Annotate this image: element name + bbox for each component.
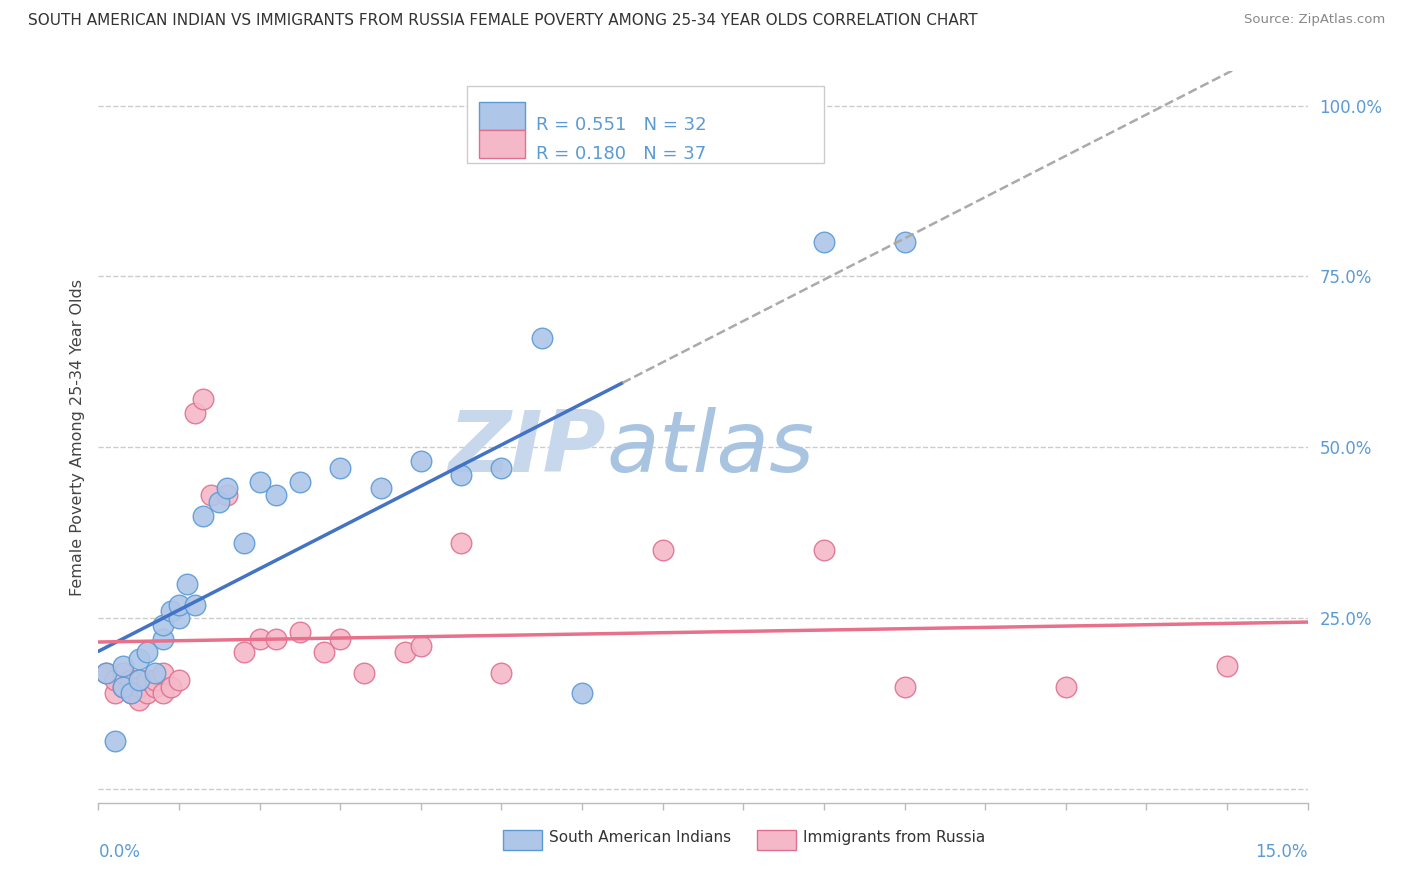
Point — [491, 665, 513, 680]
Point — [314, 645, 336, 659]
Point — [288, 624, 311, 639]
Point — [571, 686, 593, 700]
Text: Immigrants from Russia: Immigrants from Russia — [803, 830, 986, 846]
Point — [329, 632, 352, 646]
Bar — [479, 130, 526, 158]
Bar — [479, 102, 526, 130]
Point — [450, 467, 472, 482]
Point — [232, 645, 254, 659]
Point — [1054, 680, 1077, 694]
Point — [135, 686, 157, 700]
Text: SOUTH AMERICAN INDIAN VS IMMIGRANTS FROM RUSSIA FEMALE POVERTY AMONG 25-34 YEAR : SOUTH AMERICAN INDIAN VS IMMIGRANTS FROM… — [28, 13, 977, 29]
Point — [160, 604, 183, 618]
Point — [530, 331, 553, 345]
Point — [193, 392, 215, 407]
Text: R = 0.551   N = 32: R = 0.551 N = 32 — [536, 116, 707, 134]
Point — [450, 536, 472, 550]
Point — [651, 542, 673, 557]
Point — [409, 639, 432, 653]
Point — [152, 665, 174, 680]
Point — [208, 495, 231, 509]
Point — [111, 680, 134, 694]
Text: South American Indians: South American Indians — [550, 830, 731, 846]
Text: atlas: atlas — [606, 407, 814, 490]
FancyBboxPatch shape — [467, 86, 824, 163]
Point — [152, 686, 174, 700]
Point — [232, 536, 254, 550]
Point — [813, 235, 835, 250]
Point — [264, 632, 287, 646]
Point — [176, 577, 198, 591]
Point — [120, 686, 142, 700]
Point — [200, 488, 222, 502]
Bar — [503, 830, 543, 850]
Point — [135, 645, 157, 659]
Point — [893, 235, 915, 250]
Point — [128, 652, 150, 666]
Point — [264, 488, 287, 502]
Point — [167, 611, 190, 625]
Point — [167, 598, 190, 612]
Point — [143, 665, 166, 680]
Bar — [758, 830, 796, 850]
Point — [128, 680, 150, 694]
Text: 15.0%: 15.0% — [1256, 843, 1308, 861]
Point — [96, 665, 118, 680]
Point — [184, 406, 207, 420]
Point — [249, 475, 271, 489]
Point — [111, 659, 134, 673]
Point — [103, 686, 125, 700]
Point — [249, 632, 271, 646]
Point — [893, 680, 915, 694]
Text: R = 0.180   N = 37: R = 0.180 N = 37 — [536, 145, 706, 163]
Point — [813, 542, 835, 557]
Text: 0.0%: 0.0% — [98, 843, 141, 861]
Point — [288, 475, 311, 489]
Point — [103, 673, 125, 687]
Point — [1216, 659, 1239, 673]
Point — [128, 673, 150, 687]
Point — [217, 481, 239, 495]
Point — [135, 673, 157, 687]
Point — [111, 680, 134, 694]
Point — [184, 598, 207, 612]
Point — [409, 454, 432, 468]
Point — [143, 680, 166, 694]
Point — [111, 665, 134, 680]
Point — [217, 488, 239, 502]
Point — [152, 632, 174, 646]
Point — [160, 680, 183, 694]
Point — [96, 665, 118, 680]
Point — [167, 673, 190, 687]
Point — [103, 734, 125, 748]
Point — [394, 645, 416, 659]
Point — [193, 508, 215, 523]
Point — [120, 673, 142, 687]
Text: ZIP: ZIP — [449, 407, 606, 490]
Point — [152, 618, 174, 632]
Point — [491, 460, 513, 475]
Point — [329, 460, 352, 475]
Point — [353, 665, 375, 680]
Point — [128, 693, 150, 707]
Point — [143, 673, 166, 687]
Point — [120, 686, 142, 700]
Point — [370, 481, 392, 495]
Text: Source: ZipAtlas.com: Source: ZipAtlas.com — [1244, 13, 1385, 27]
Y-axis label: Female Poverty Among 25-34 Year Olds: Female Poverty Among 25-34 Year Olds — [69, 278, 84, 596]
